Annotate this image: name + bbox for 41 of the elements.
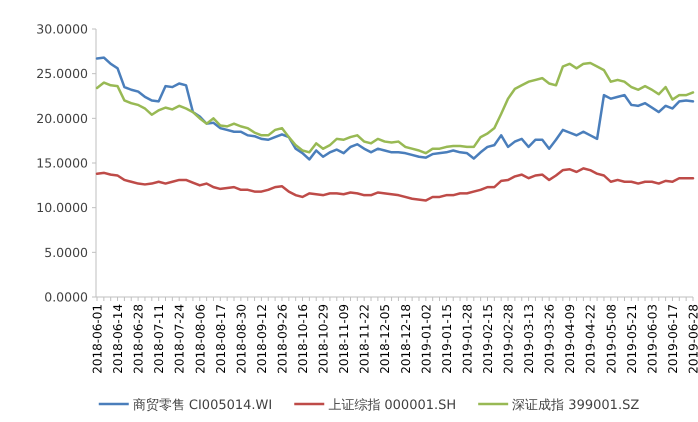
x-tick-label: 2019-06-28 [686, 304, 698, 374]
x-tick-label: 2019-01-28 [460, 304, 474, 374]
x-tick-label: 2019-06-17 [666, 304, 680, 374]
y-tick-label: 20.0000 [36, 110, 88, 126]
x-tick-label: 2019-04-09 [563, 304, 578, 374]
x-tick-label: 2019-05-08 [604, 304, 618, 374]
y-tick-label: 5.0000 [44, 244, 88, 260]
x-tick-label: 2018-08-30 [234, 304, 248, 374]
y-tick-label: 10.0000 [36, 200, 88, 216]
legend-label: 商贸零售 CI005014.WI [132, 398, 272, 413]
x-tick-label: 2019-04-22 [584, 304, 598, 374]
x-tick-label: 2018-06-28 [132, 304, 146, 374]
x-tick-label: 2018-08-17 [214, 304, 228, 374]
x-tick-label: 2018-07-24 [172, 304, 187, 374]
x-tick-label: 2018-11-22 [358, 304, 372, 374]
x-tick-label: 2018-12-05 [378, 304, 392, 374]
x-tick-label: 2018-06-14 [111, 304, 126, 374]
y-tick-label: 15.0000 [36, 156, 88, 170]
x-tick-label: 2018-07-11 [152, 304, 166, 374]
x-tick-label: 2018-08-06 [193, 304, 208, 374]
x-tick-label: 2019-03-26 [542, 304, 557, 374]
x-tick-label: 2019-02-15 [480, 304, 495, 374]
y-tick-label: 25.0000 [36, 66, 88, 82]
x-tick-label: 2019-03-13 [522, 304, 536, 374]
x-tick-label: 2018-10-16 [296, 304, 310, 374]
x-tick-label: 2018-10-29 [316, 304, 331, 374]
x-tick-label: 2019-01-02 [419, 304, 434, 374]
x-tick-label: 2018-09-12 [254, 304, 269, 374]
x-tick-label: 2018-11-09 [337, 304, 352, 374]
x-tick-label: 2019-05-21 [624, 304, 639, 374]
y-tick-label: 0.0000 [44, 290, 88, 304]
legend-label: 上证综指 000001.SH [328, 398, 456, 413]
x-tick-label: 2018-09-26 [275, 304, 290, 374]
x-tick-label: 2019-06-03 [645, 304, 660, 374]
x-tick-label: 2019-02-28 [502, 304, 516, 374]
legend-label: 深证成指 399001.SZ [512, 398, 640, 413]
x-tick-label: 2019-01-15 [440, 304, 454, 374]
line-series [96, 167, 694, 202]
y-tick-label: 30.0000 [36, 22, 88, 36]
x-tick-label: 2018-12-18 [398, 304, 413, 374]
x-tick-label: 2018-06-01 [90, 304, 104, 374]
